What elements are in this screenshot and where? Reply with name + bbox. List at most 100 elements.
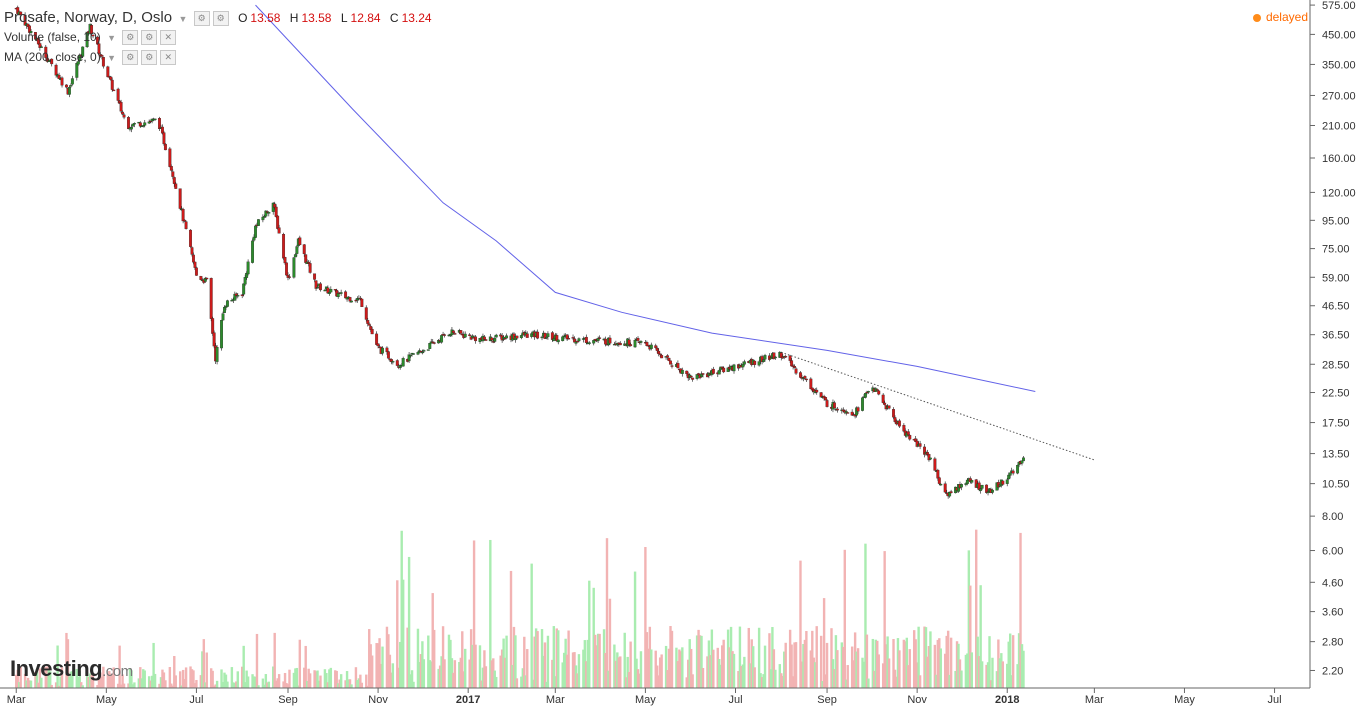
- volume-bar: [29, 680, 33, 688]
- volume-bar: [100, 676, 104, 688]
- candle-body: [138, 122, 142, 127]
- volume-bar: [774, 669, 777, 688]
- volume-bar: [565, 654, 569, 688]
- candle-body: [29, 31, 33, 33]
- close-icon[interactable]: ✕: [160, 30, 177, 46]
- candle-body: [928, 457, 932, 460]
- chevron-down-icon[interactable]: ▼: [107, 33, 116, 43]
- volume-bar: [551, 659, 554, 688]
- volume-bar: [638, 673, 641, 688]
- candle-body: [412, 353, 415, 355]
- candle-body: [717, 370, 721, 375]
- volume-bar: [294, 668, 297, 688]
- chevron-down-icon[interactable]: ▼: [178, 14, 188, 24]
- candle-body: [676, 363, 680, 369]
- volume-bar: [749, 663, 752, 688]
- volume-bar: [729, 626, 733, 688]
- volume-bar: [917, 626, 920, 688]
- candle-body: [1022, 457, 1025, 462]
- volume-bar: [19, 666, 22, 688]
- volume-bar: [469, 629, 473, 688]
- ma-study-row: MA (200, close, 0) ▼ ⚙ ⚙ ✕: [4, 50, 177, 66]
- volume-bar: [359, 674, 362, 688]
- volume-bar: [812, 657, 815, 688]
- chevron-down-icon[interactable]: ▼: [107, 53, 116, 63]
- settings-icon[interactable]: ⚙: [212, 11, 229, 27]
- candle-body: [240, 294, 244, 296]
- candle-body: [407, 354, 411, 362]
- volume-bar: [689, 648, 693, 688]
- volume-bar: [731, 651, 734, 688]
- candle-body: [667, 357, 671, 361]
- volume-bar: [855, 651, 858, 688]
- y-tick-label: 4.60: [1322, 577, 1343, 589]
- candle-body: [550, 332, 554, 340]
- candle-body: [364, 307, 368, 320]
- volume-bar: [836, 650, 839, 688]
- volume-bar: [856, 648, 860, 688]
- volume-bar: [555, 628, 558, 688]
- volume-bar: [170, 683, 173, 688]
- candle-body: [762, 359, 766, 362]
- volume-study-label[interactable]: Volume (false, 10): [4, 30, 101, 44]
- volume-bar: [905, 637, 909, 688]
- volume-bar: [805, 630, 808, 688]
- candle-body: [629, 344, 633, 347]
- volume-bar: [526, 649, 529, 688]
- y-tick-label: 120.00: [1322, 187, 1356, 199]
- volume-bar: [546, 635, 550, 688]
- volume-bar: [988, 636, 991, 688]
- candle-body: [90, 24, 94, 34]
- volume-bar: [989, 680, 993, 688]
- volume-bar: [282, 681, 285, 688]
- ma-study-label[interactable]: MA (200, close, 0): [4, 50, 101, 64]
- y-tick-label: 10.50: [1322, 479, 1350, 491]
- volume-bar: [521, 668, 525, 688]
- settings-icon[interactable]: ⚙: [122, 50, 139, 66]
- volume-bar: [791, 676, 795, 688]
- candle-body: [333, 289, 337, 291]
- settings-icon[interactable]: ⚙: [141, 30, 158, 46]
- settings-icon[interactable]: ⚙: [193, 11, 210, 27]
- candle-body: [215, 347, 219, 362]
- volume-bar: [515, 678, 519, 688]
- candle-body: [122, 114, 126, 118]
- volume-bar: [462, 671, 465, 688]
- x-tick-label: Mar: [1085, 694, 1104, 706]
- close-icon[interactable]: ✕: [160, 50, 177, 66]
- settings-icon[interactable]: ⚙: [122, 30, 139, 46]
- volume-bar: [412, 681, 415, 688]
- ohlc-close-label: C: [389, 11, 399, 25]
- volume-bar: [614, 660, 618, 688]
- volume-bar: [295, 667, 299, 688]
- volume-bar: [314, 671, 318, 688]
- candle-body: [282, 234, 286, 259]
- candle-body: [985, 484, 989, 493]
- volume-bar: [337, 683, 340, 688]
- volume-bar: [297, 685, 300, 688]
- volume-bar: [955, 641, 959, 688]
- ohlc-close-value: 13.24: [401, 11, 432, 25]
- candle-body: [221, 313, 225, 321]
- candle-body: [544, 337, 548, 339]
- volume-bar: [552, 626, 556, 688]
- candle-body: [292, 257, 296, 278]
- volume-bar: [573, 652, 576, 688]
- candle-body: [302, 244, 306, 255]
- candle-body: [598, 337, 602, 339]
- candle-body: [494, 334, 498, 338]
- volume-bar: [267, 681, 270, 688]
- settings-icon[interactable]: ⚙: [141, 50, 158, 66]
- volume-bar: [328, 669, 331, 688]
- volume-bar: [263, 684, 266, 688]
- volume-bar: [381, 646, 384, 688]
- volume-bar: [66, 639, 70, 688]
- volume-bar: [458, 662, 461, 688]
- candle-body: [773, 356, 777, 359]
- volume-bar: [243, 682, 247, 688]
- volume-bar: [687, 659, 690, 688]
- volume-bar: [636, 669, 640, 688]
- volume-bar: [509, 570, 513, 688]
